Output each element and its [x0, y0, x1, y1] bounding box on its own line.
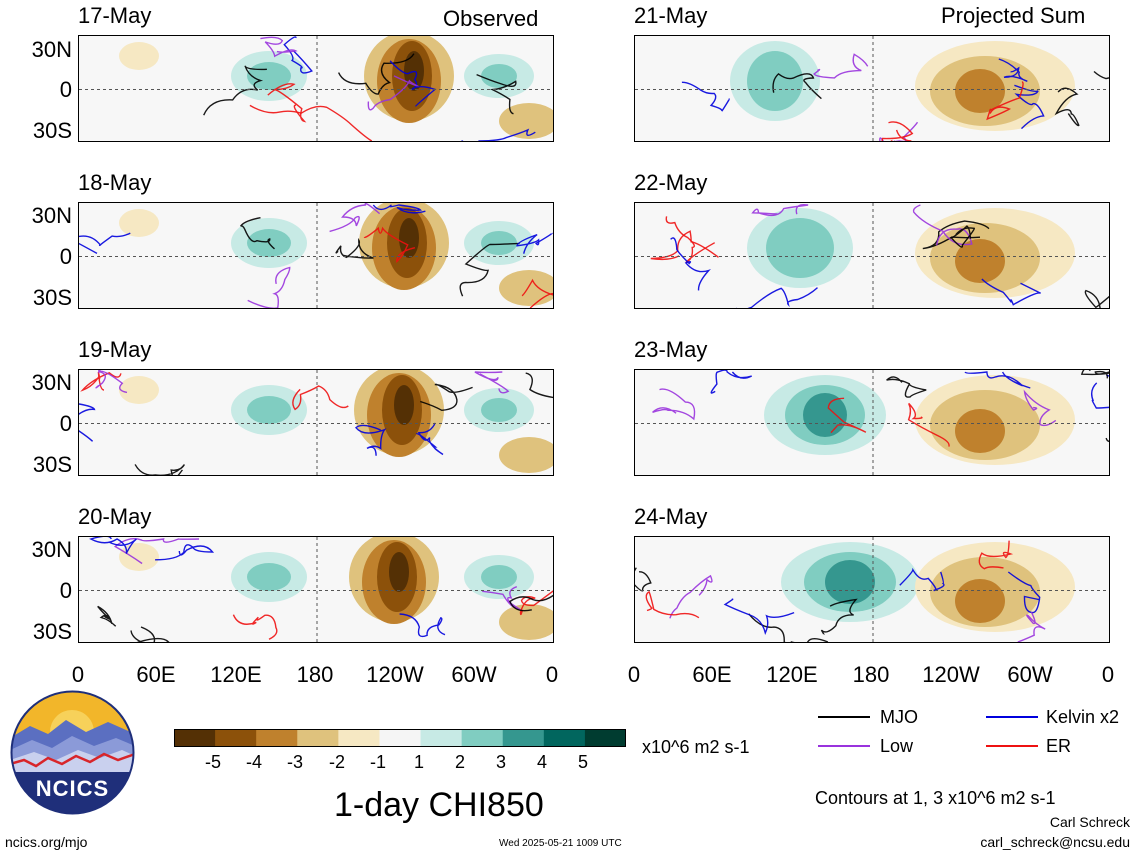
date-label-projected-2: 22-May [634, 170, 708, 195]
map-panel-observed-17-may [78, 35, 554, 142]
footer-email: carl_schreck@ncsu.edu [980, 834, 1130, 850]
date-label-observed-1: 17-May [78, 3, 152, 28]
date-label-projected-3: 23-May [634, 337, 708, 362]
lon-label: 60E [136, 662, 176, 687]
map-panel-projected-23-may [634, 369, 1110, 476]
panel-graphic [635, 203, 1109, 308]
legend-label-kelvin: Kelvin x2 [1046, 707, 1120, 727]
colorbar-tick: -4 [245, 752, 262, 772]
lat-label: 0 [59, 411, 72, 436]
lat-label: 30S [32, 619, 72, 644]
colorbar-tick: -1 [369, 752, 386, 772]
date-label-observed-3: 19-May [78, 337, 152, 362]
legend-line-er [986, 745, 1038, 747]
legend-line-kelvin [986, 716, 1038, 718]
lon-label: 0 [1101, 662, 1115, 687]
lon-label: 120E [766, 662, 818, 687]
colorbar-swatch [256, 729, 298, 747]
panel-graphic [635, 36, 1109, 141]
lon-label: 120W [922, 662, 980, 687]
lon-label: 180 [852, 662, 890, 687]
colorbar-unit: x10^6 m2 s-1 [642, 737, 750, 757]
colorbar-tick: -5 [204, 752, 221, 772]
map-panel-projected-22-may [634, 202, 1110, 309]
legend-label-low: Low [880, 736, 914, 756]
figure-title: 1-day CHI850 [334, 786, 544, 824]
lon-label: 180 [296, 662, 334, 687]
colorbar-swatch [215, 729, 257, 747]
lat-label: 30N [31, 537, 72, 562]
panel-graphic [635, 537, 1109, 642]
map-panel-observed-18-may [78, 202, 554, 309]
map-panel-observed-20-may [78, 536, 554, 643]
legend-label-er: ER [1046, 736, 1072, 756]
colorbar-tick: -2 [328, 752, 345, 772]
lat-label: 30N [31, 203, 72, 228]
colorbar-swatch [338, 729, 380, 747]
contours-note: Contours at 1, 3 x10^6 m2 s-1 [815, 788, 1056, 808]
colorbar-swatch [584, 729, 627, 747]
lat-label: 30N [31, 37, 72, 62]
colorbar-swatch [543, 729, 586, 747]
colorbar-tick: 3 [495, 752, 506, 772]
panel-graphic [79, 203, 553, 308]
lon-label: 0 [545, 662, 559, 687]
lon-label: 120W [366, 662, 424, 687]
footer-author: Carl Schreck [1049, 814, 1130, 830]
panel-graphic [79, 36, 553, 141]
colorbar [174, 729, 627, 752]
ncics-logo: NCICS [10, 690, 135, 815]
legend-line-mjo [818, 716, 870, 718]
date-label-observed-2: 18-May [78, 170, 152, 195]
footer-timestamp: Wed 2025-05-21 1009 UTC [499, 838, 622, 849]
panel-graphic [79, 537, 553, 642]
colorbar-swatch [502, 729, 545, 747]
lon-label: 0 [71, 662, 85, 687]
lon-label: 60E [692, 662, 732, 687]
lon-label: 0 [627, 662, 641, 687]
legend-label-mjo: MJO [880, 707, 918, 727]
footer-url: ncics.org/mjo [5, 834, 88, 850]
colorbar-tick: 1 [413, 752, 424, 772]
logo-text: NCICS [35, 776, 110, 801]
projected-header: Projected Sum [941, 3, 1086, 28]
lon-label: 120E [210, 662, 262, 687]
lat-label: 30S [32, 118, 72, 143]
colorbar-swatch [174, 729, 216, 747]
date-label-projected-1: 21-May [634, 3, 708, 28]
lon-label: 60W [1007, 662, 1053, 687]
map-panel-projected-21-may [634, 35, 1110, 142]
lat-label: 0 [59, 77, 72, 102]
lat-label: 30S [32, 452, 72, 477]
panel-graphic [79, 370, 553, 475]
map-panel-projected-24-may [634, 536, 1110, 643]
lat-label: 0 [59, 578, 72, 603]
lat-label: 30S [32, 285, 72, 310]
observed-header: Observed [443, 6, 539, 31]
colorbar-tick: 2 [454, 752, 465, 772]
colorbar-swatch [379, 729, 422, 747]
colorbar-swatch [461, 729, 504, 747]
legend-line-low [818, 745, 870, 747]
map-panel-observed-19-may [78, 369, 554, 476]
date-label-observed-4: 20-May [78, 504, 152, 529]
colorbar-swatch [297, 729, 339, 747]
date-label-projected-4: 24-May [634, 504, 708, 529]
colorbar-tick: -3 [286, 752, 303, 772]
colorbar-swatch [420, 729, 463, 747]
colorbar-tick: 5 [577, 752, 588, 772]
lon-label: 60W [451, 662, 497, 687]
lat-label: 0 [59, 244, 72, 269]
lat-label: 30N [31, 370, 72, 395]
colorbar-tick: 4 [536, 752, 547, 772]
panel-graphic [635, 370, 1109, 475]
